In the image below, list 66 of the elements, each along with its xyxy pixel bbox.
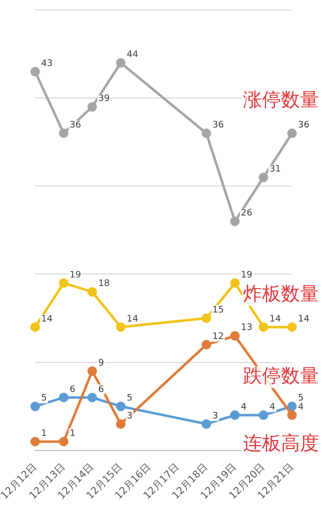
data-label: 12 [212,332,224,342]
point [87,366,97,376]
point [58,392,68,402]
data-label: 36 [70,120,82,131]
series-label: 跌停数量 [243,365,319,388]
point [87,102,97,112]
data-label: 1 [70,428,76,439]
point [30,66,40,76]
point [230,331,240,341]
point [87,392,97,402]
data-label: 6 [98,384,104,395]
point [202,340,212,350]
data-label: 15 [212,306,224,316]
point [230,278,240,288]
data-label: 3 [126,411,132,422]
data-label: 1 [41,428,47,439]
series-label: 涨停数量 [243,89,319,112]
data-label: 5 [298,394,304,404]
data-label: 36 [212,120,224,131]
point [287,402,297,412]
point [258,410,268,420]
data-label: 9 [98,358,104,368]
point [30,402,40,412]
data-label: 14 [298,314,310,324]
data-label: 4 [269,402,276,412]
point [58,278,68,288]
data-label: 39 [98,94,110,104]
point [202,419,212,429]
point [230,410,240,420]
point [287,322,297,332]
data-label: 26 [240,208,253,219]
point [230,216,240,226]
point [258,322,268,332]
point [87,287,97,297]
point [58,436,68,446]
data-label: 43 [41,58,53,69]
data-label: 4 [298,402,304,412]
data-label: 14 [269,314,282,324]
data-label: 14 [126,314,138,324]
data-label: 13 [240,323,252,334]
data-label: 36 [298,120,310,131]
data-label: 31 [269,164,281,175]
data-label: 18 [98,279,110,290]
data-label: 4 [240,402,247,412]
point [258,172,268,182]
point [116,419,126,429]
point [202,128,212,138]
data-label: 3 [212,411,218,422]
data-label: 19 [240,270,253,280]
point [58,128,68,138]
data-label: 19 [70,270,82,280]
point [287,128,297,138]
data-label: 14 [41,314,53,324]
point [116,322,126,332]
point [116,58,126,68]
data-label: 5 [41,394,47,404]
data-label: 5 [126,394,132,404]
data-label: 6 [70,384,76,395]
point [116,402,126,412]
point [287,410,297,420]
point [202,314,212,324]
data-label: 44 [126,50,138,60]
series-label: 炸板数量 [243,283,319,306]
series-label: 连板高度 [243,432,319,454]
point [30,436,40,446]
point [30,322,40,332]
